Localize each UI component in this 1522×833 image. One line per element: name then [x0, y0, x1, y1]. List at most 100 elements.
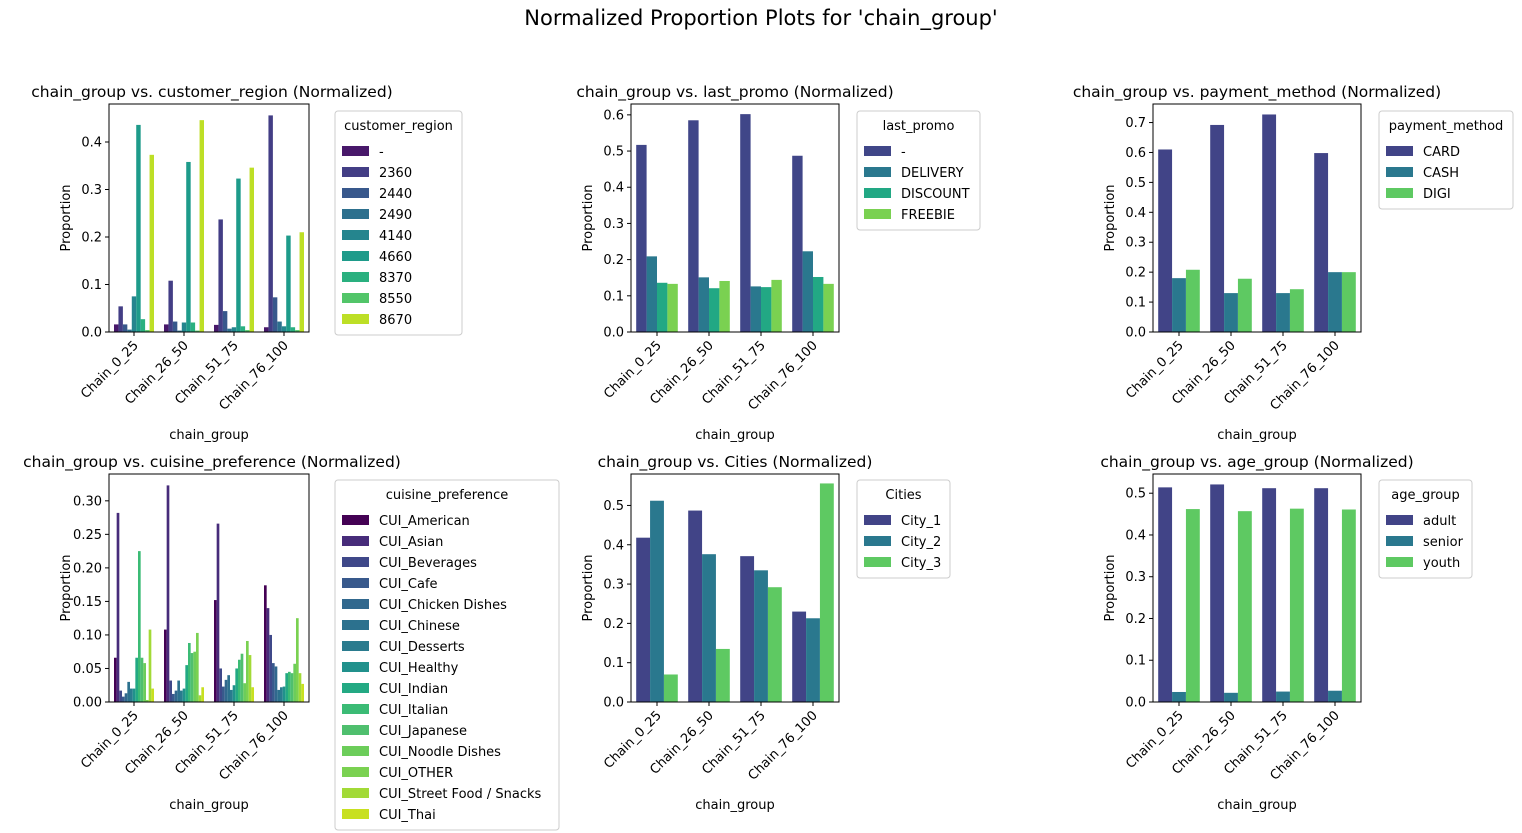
bar: [1341, 509, 1356, 702]
legend-label: CUI_Beverages: [379, 556, 477, 571]
legend-swatch: [342, 314, 369, 324]
bar: [146, 699, 149, 702]
subplot-6: chain_group vs. age_group (Normalized) 0.…: [1100, 453, 1473, 813]
bar: [243, 683, 246, 702]
y-tick-label: 0.0: [1125, 326, 1146, 341]
legend-swatch: [342, 767, 369, 777]
y-tick-label: 0.1: [81, 278, 102, 293]
legend-label: CUI_Chinese: [379, 619, 460, 634]
bar: [169, 680, 172, 702]
legend-swatch: [342, 662, 369, 672]
legend-swatch: [342, 272, 369, 282]
legend-label: 4660: [379, 250, 412, 265]
legend: last_promo - DELIVERY DISCOUNT FREEBIE: [856, 110, 981, 231]
legend-swatch: [342, 188, 369, 198]
bar: [657, 282, 668, 332]
legend-label: CUI_Noodle Dishes: [379, 745, 501, 760]
axes-frame: [1152, 473, 1362, 703]
legend-swatch: [342, 746, 369, 756]
y-tick-label: 0.0: [1125, 696, 1146, 711]
y-tick-label: 0.30: [73, 494, 102, 509]
bar: [281, 326, 287, 332]
bar: [114, 324, 119, 332]
y-tick-label: 0.6: [1125, 146, 1146, 161]
bar: [650, 500, 664, 702]
bars: [114, 115, 304, 333]
y-tick-label: 0.4: [603, 538, 624, 553]
legend-swatch: [1386, 515, 1413, 525]
y-axis-label: Proportion: [59, 184, 74, 251]
bar: [819, 483, 834, 702]
legend-swatch: [864, 557, 891, 567]
legend-item: DIGI: [1386, 187, 1451, 202]
legend-swatch: [342, 641, 369, 651]
bar: [1289, 289, 1304, 332]
bar: [140, 657, 144, 702]
legend-swatch: [864, 188, 891, 198]
legend-swatch: [1386, 188, 1413, 198]
legend-swatch: [1386, 557, 1413, 567]
legend-swatch: [342, 167, 369, 177]
y-tick-label: 0.1: [603, 289, 624, 304]
legend-label: youth: [1423, 556, 1460, 571]
bar: [1289, 508, 1304, 702]
legend-item: CUI_Street Food / Snacks: [342, 787, 542, 802]
legend-box: [856, 110, 981, 231]
legend-box: [856, 479, 951, 579]
y-axis-label: Proportion: [1103, 184, 1118, 251]
y-tick-label: 0.1: [1125, 296, 1146, 311]
bar: [180, 690, 183, 702]
bar: [301, 683, 304, 702]
legend-item: CUI_Italian: [342, 703, 448, 718]
bar: [172, 693, 175, 702]
legend-label: DISCOUNT: [901, 187, 970, 202]
bar: [166, 485, 170, 702]
y-tick-label: 0.3: [1125, 236, 1146, 251]
bar: [214, 324, 219, 332]
bar: [290, 327, 296, 332]
bars: [1158, 114, 1356, 332]
legend-label: FREEBIE: [901, 208, 955, 223]
bar: [754, 570, 768, 702]
bar: [290, 673, 294, 702]
legend: cuisine_preference CUI_American CUI_Asian C…: [334, 479, 560, 831]
bar: [198, 695, 202, 702]
bar: [227, 328, 232, 332]
y-tick-label: 0.1: [1125, 654, 1146, 669]
legend-item: DELIVERY: [864, 166, 964, 181]
bar: [688, 510, 703, 702]
bar: [136, 124, 141, 333]
legend-swatch: [342, 704, 369, 714]
bar: [1224, 293, 1238, 332]
legend-label: CUI_Thai: [379, 808, 436, 823]
bar: [127, 329, 132, 332]
legend-label: adult: [1423, 514, 1456, 529]
legend-label: CUI_Indian: [379, 682, 448, 697]
bar: [230, 689, 233, 702]
legend-label: City_2: [901, 535, 941, 550]
legend-label: 8370: [379, 271, 412, 286]
legend-item: 2490: [342, 208, 412, 223]
y-tick-label: 0.5: [603, 499, 624, 514]
bar: [295, 330, 300, 332]
legend-box: [334, 479, 560, 831]
legend-item: CUI_Healthy: [342, 661, 459, 676]
bar: [288, 671, 291, 702]
bar: [280, 687, 283, 702]
bar: [715, 648, 730, 702]
x-axis-label: chain_group: [169, 798, 248, 813]
bar: [227, 675, 230, 702]
legend-item: CUI_Asian: [342, 535, 443, 550]
bar: [188, 642, 191, 702]
bar: [702, 554, 716, 702]
legend-swatch: [342, 788, 369, 798]
legend-label: 8670: [379, 313, 412, 328]
legend-label: 4140: [379, 229, 412, 244]
bar: [636, 144, 647, 332]
legend-item: CUI_Desserts: [342, 640, 465, 655]
legend-label: CUI_Healthy: [379, 661, 459, 676]
subplot-3: chain_group vs. payment_method (Normaliz…: [1073, 83, 1514, 443]
